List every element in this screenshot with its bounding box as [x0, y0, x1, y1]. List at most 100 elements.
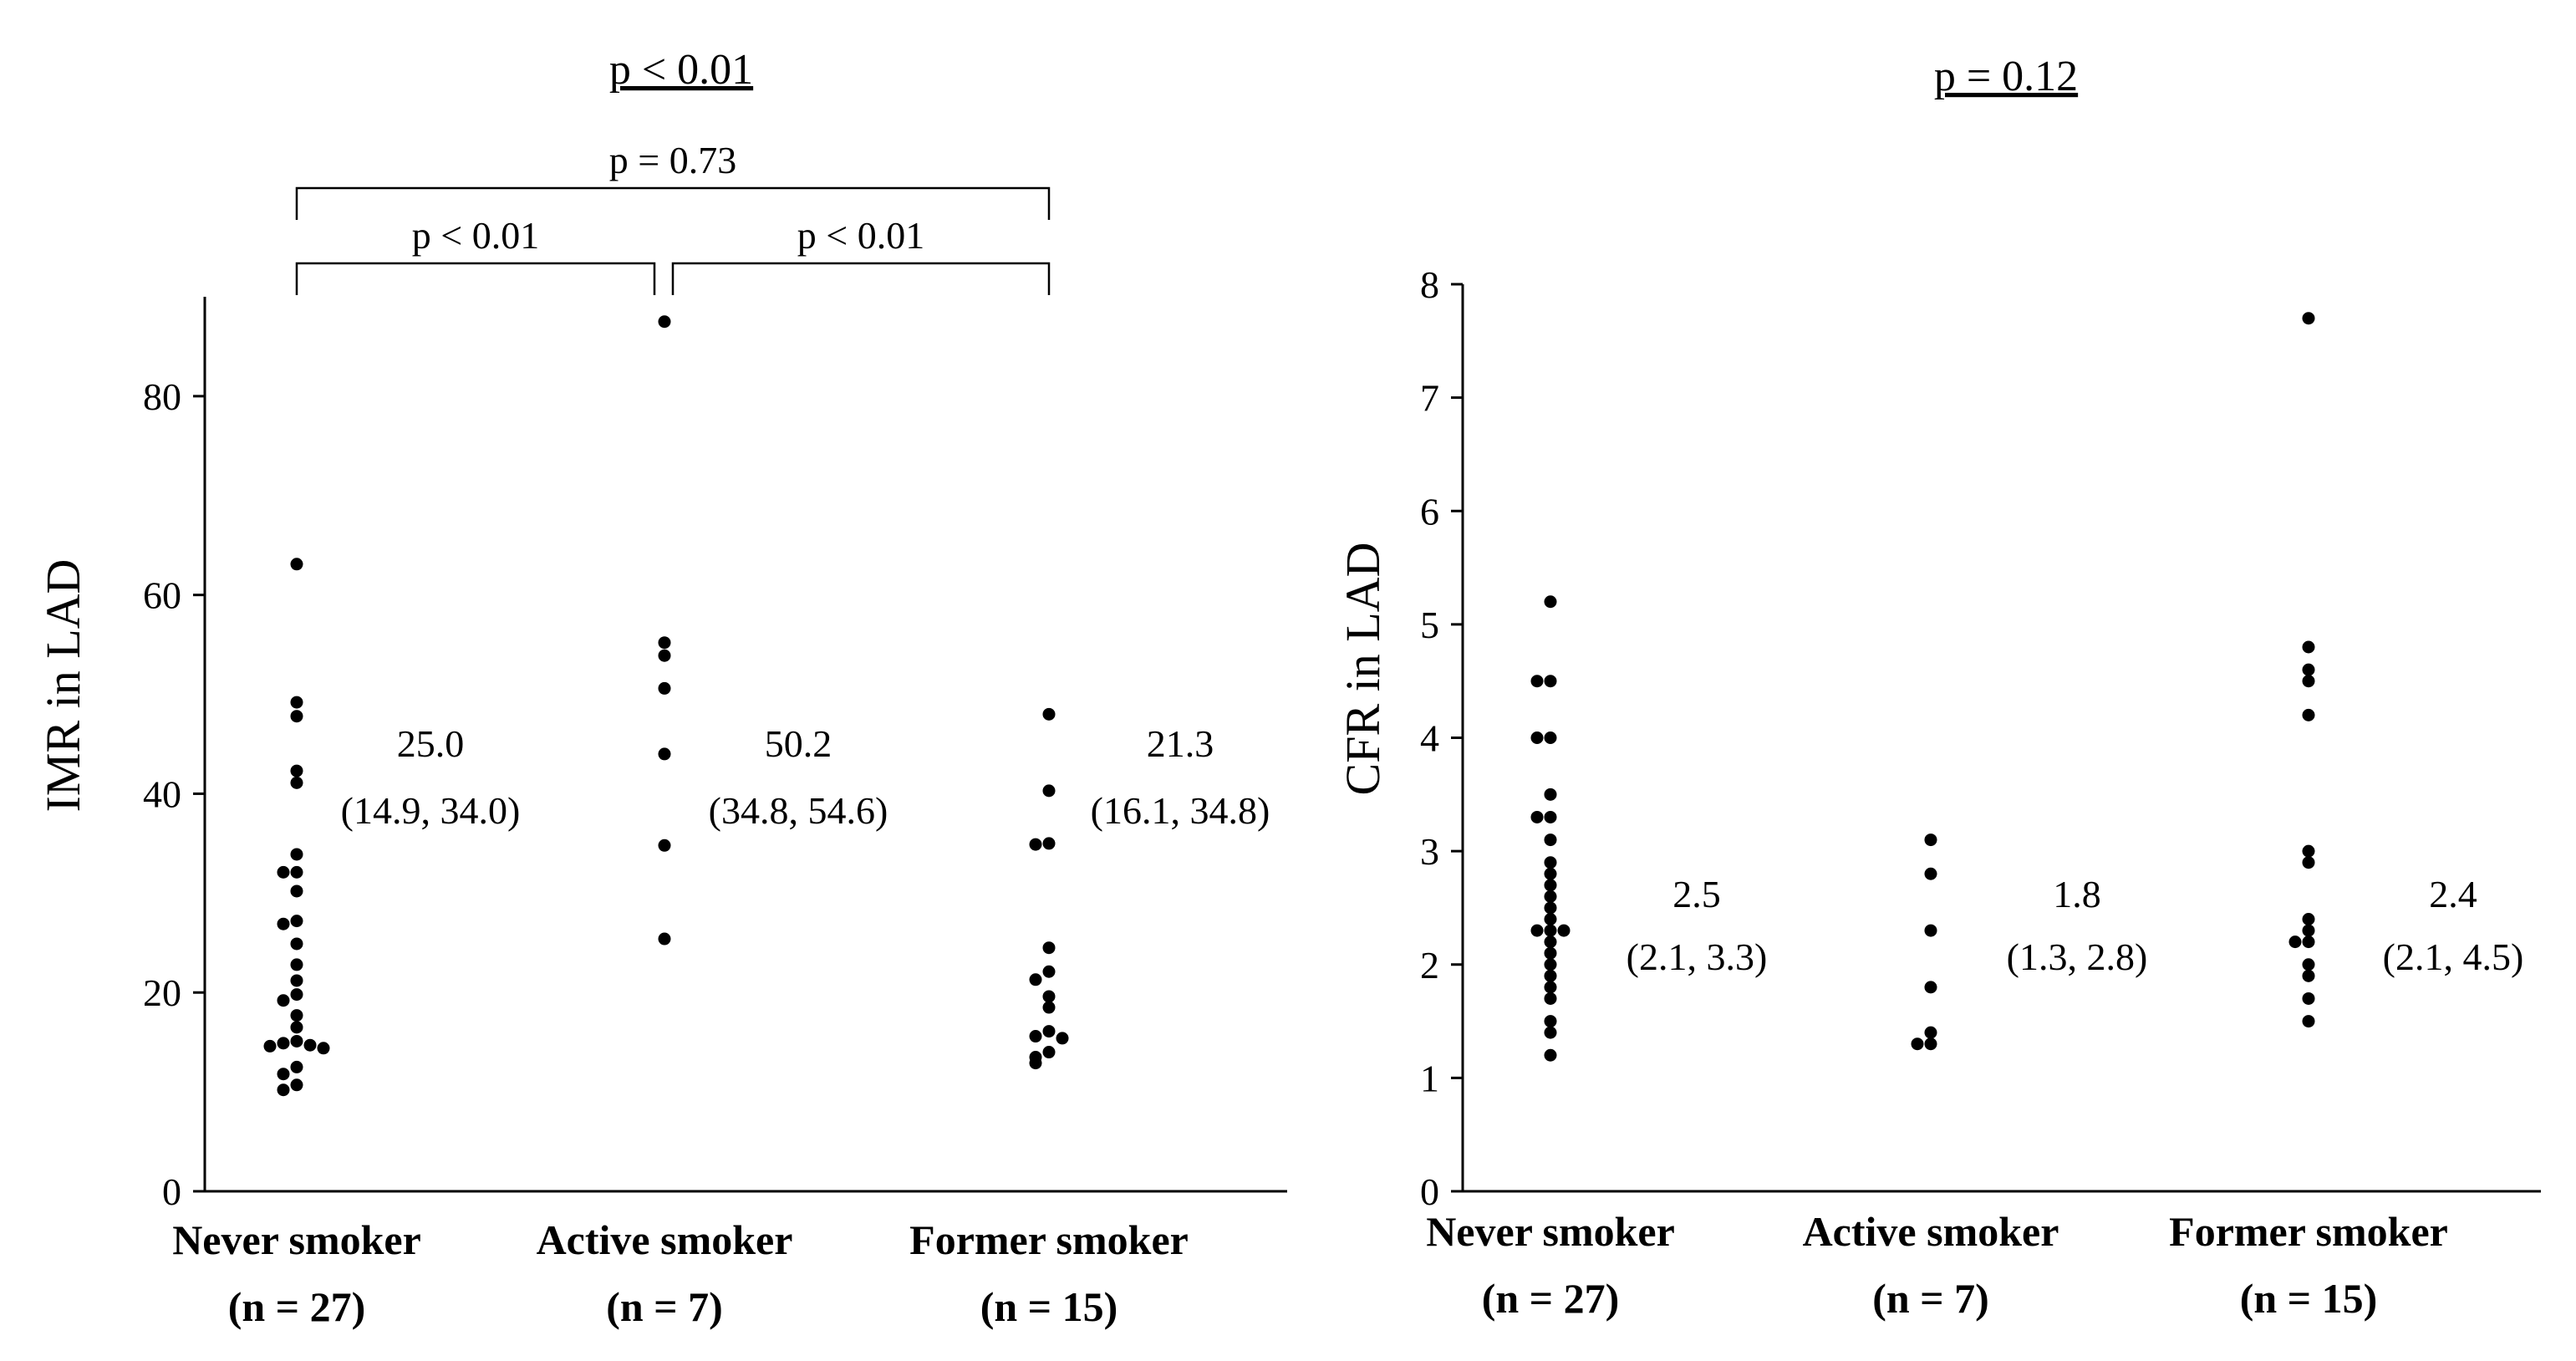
chart1-data-point — [290, 558, 303, 571]
chart1-data-point — [290, 865, 303, 879]
chart2-y-axis-title: CFR in LAD — [1336, 543, 1390, 796]
chart1-data-point — [277, 865, 290, 879]
chart1-data-point — [1042, 1046, 1056, 1059]
chart2-data-point — [1924, 924, 1937, 937]
chart2-data-point — [1924, 1037, 1937, 1051]
chart1-data-point — [290, 958, 303, 971]
chart1-y-tick-label: 20 — [143, 971, 181, 1014]
chart1-data-point — [1029, 838, 1042, 851]
chart1-data-point — [1056, 1032, 1069, 1045]
chart1-pairwise-p-value: p < 0.01 — [412, 214, 539, 257]
chart2-data-point — [1544, 958, 1557, 971]
chart2-data-point — [2302, 913, 2315, 925]
chart1-data-point — [1042, 837, 1056, 850]
chart2-data-point — [1544, 969, 1557, 982]
chart2-iqr-label: (1.3, 2.8) — [2007, 935, 2148, 978]
chart2-y-tick-label: 6 — [1420, 490, 1439, 533]
chart1-y-axis-title: IMR in LAD — [36, 559, 90, 813]
chart2-data-point — [1544, 595, 1557, 609]
chart1-data-point — [290, 696, 303, 709]
chart2-data-point — [2302, 856, 2315, 869]
chart2-data-point — [2302, 935, 2315, 949]
chart1-data-point — [658, 636, 671, 650]
chart1-data-point — [290, 1021, 303, 1034]
chart2-data-point — [1544, 867, 1557, 880]
chart1-data-point — [290, 764, 303, 777]
chart2-data-point — [1544, 879, 1557, 892]
chart2-data-point — [2302, 958, 2315, 971]
chart2-data-point — [1544, 810, 1557, 823]
chart2-data-point — [2302, 312, 2315, 325]
chart1-data-point — [1042, 1001, 1056, 1014]
chart2-data-point — [1544, 1015, 1557, 1028]
chart1-data-point — [290, 1078, 303, 1092]
chart2-data-point — [1544, 924, 1557, 937]
chart1-data-point — [290, 1009, 303, 1022]
chart1-data-point — [658, 839, 671, 852]
chart2-data-point — [1544, 675, 1557, 688]
chart2-median-label: 2.5 — [1672, 873, 1721, 915]
chart1-data-point — [290, 974, 303, 987]
chart1-pairwise-p-value: p < 0.01 — [797, 214, 924, 257]
chart1-data-point — [290, 937, 303, 951]
chart1-data-point — [1029, 1030, 1042, 1043]
chart2-data-point — [1544, 901, 1557, 915]
chart1-iqr-label: (14.9, 34.0) — [341, 789, 521, 832]
chart2-category-n-label: (n = 7) — [1872, 1275, 1989, 1322]
chart1-data-point — [317, 1042, 330, 1055]
chart2-data-point — [1544, 913, 1557, 925]
chart2-data-point — [2302, 844, 2315, 858]
chart2-category-n-label: (n = 27) — [1482, 1275, 1620, 1322]
chart2-y-tick-label: 1 — [1420, 1057, 1439, 1099]
chart1-significance-bracket — [295, 186, 1051, 220]
chart2-y-tick-label: 0 — [1420, 1170, 1439, 1213]
chart2-data-point — [2302, 708, 2315, 721]
chart1-data-point — [290, 988, 303, 1002]
chart2-data-point — [1911, 1037, 1924, 1051]
chart1-data-point — [263, 1039, 277, 1053]
chart1-data-point — [1042, 784, 1056, 798]
chart1-category-label: Former smoker — [909, 1216, 1189, 1263]
chart1-data-point — [658, 649, 671, 662]
chart1-data-point — [290, 915, 303, 928]
chart2-y-tick-label: 8 — [1420, 263, 1439, 306]
chart1-data-point — [277, 1068, 290, 1081]
chart2-data-point — [1544, 856, 1557, 869]
chart1-data-point — [1042, 1025, 1056, 1038]
chart1-category-n-label: (n = 7) — [606, 1283, 723, 1330]
chart2-data-point — [2302, 924, 2315, 937]
chart2-data-point — [1544, 833, 1557, 847]
chart1-data-point — [1029, 1057, 1042, 1070]
chart1-data-point — [290, 848, 303, 861]
chart2-data-point — [1530, 924, 1544, 937]
chart2-data-point — [1544, 981, 1557, 994]
chart1-category-label: Never smoker — [172, 1216, 421, 1263]
chart2-data-point — [1530, 731, 1544, 744]
chart1-pairwise-p-value: p = 0.73 — [609, 139, 736, 181]
chart1-data-point — [290, 1060, 303, 1073]
chart2-data-point — [1924, 981, 1937, 994]
chart1-data-point — [303, 1038, 317, 1052]
chart2-data-point — [1530, 810, 1544, 823]
chart2-y-tick-label: 2 — [1420, 944, 1439, 986]
chart2-data-point — [2302, 663, 2315, 676]
chart1-data-point — [277, 917, 290, 930]
chart2-category-label: Never smoker — [1426, 1208, 1675, 1255]
chart1-y-tick-label: 0 — [162, 1170, 181, 1213]
chart1-data-point — [658, 932, 671, 946]
chart2-data-point — [1557, 924, 1571, 937]
chart2-y-tick-label: 7 — [1420, 377, 1439, 420]
chart2-data-point — [2302, 1015, 2315, 1028]
chart1-median-label: 50.2 — [765, 722, 832, 765]
chart1-data-point — [277, 994, 290, 1007]
chart2-data-point — [1544, 731, 1557, 744]
chart1-data-point — [1042, 965, 1056, 978]
chart1-data-point — [658, 315, 671, 329]
chart1-median-label: 25.0 — [397, 722, 465, 765]
chart1-data-point — [1029, 973, 1042, 986]
chart1-data-point — [290, 1034, 303, 1048]
chart2-y-tick-label: 3 — [1420, 830, 1439, 873]
chart1-category-n-label: (n = 15) — [980, 1283, 1118, 1330]
chart2-y-tick-label: 5 — [1420, 604, 1439, 646]
